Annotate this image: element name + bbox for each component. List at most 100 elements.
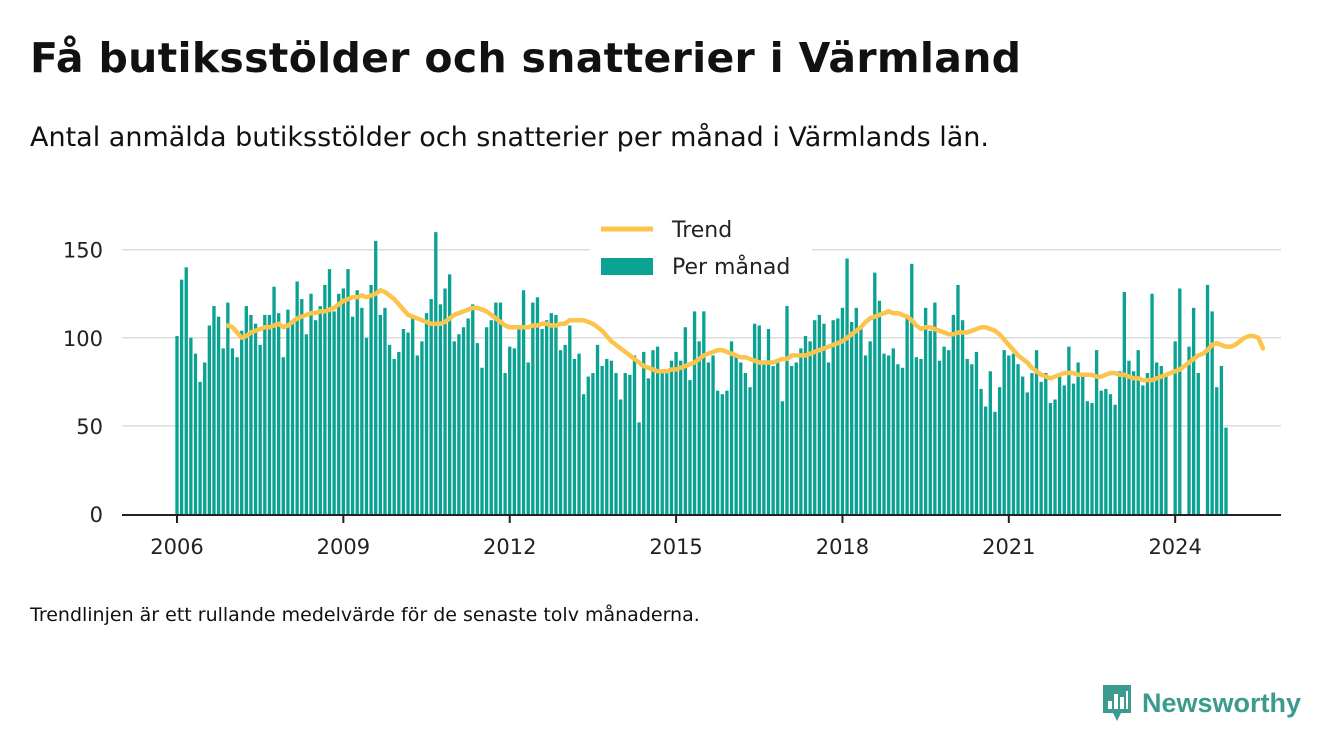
bar xyxy=(1081,373,1085,514)
bar xyxy=(572,358,577,514)
bar xyxy=(443,288,447,514)
bar xyxy=(826,362,831,514)
bar xyxy=(942,346,946,514)
bar xyxy=(974,351,979,514)
bar xyxy=(397,351,401,514)
bar xyxy=(776,362,780,514)
bar xyxy=(1136,350,1140,514)
bar xyxy=(669,360,674,514)
bar xyxy=(494,302,498,514)
bar xyxy=(605,358,609,514)
bar xyxy=(240,330,244,514)
bar xyxy=(545,320,549,514)
bar xyxy=(716,390,720,514)
bar xyxy=(891,348,895,514)
bar xyxy=(618,399,623,514)
bar xyxy=(1141,385,1145,514)
bar xyxy=(836,318,840,514)
bar xyxy=(581,394,586,514)
bar xyxy=(309,293,313,514)
bar xyxy=(429,299,433,514)
bar xyxy=(1122,292,1126,514)
x-tick-label: 2018 xyxy=(816,535,869,559)
bar xyxy=(1071,383,1076,514)
bar xyxy=(1191,307,1196,514)
bar xyxy=(803,336,808,514)
bar xyxy=(1021,376,1025,514)
bar xyxy=(873,272,877,514)
bar xyxy=(984,406,988,514)
bar xyxy=(341,288,346,514)
bar xyxy=(1025,392,1029,514)
bar xyxy=(1224,427,1228,514)
bar xyxy=(877,300,882,514)
bar xyxy=(979,388,983,514)
bar xyxy=(189,337,193,514)
bar xyxy=(923,307,928,514)
bar xyxy=(411,318,415,514)
bar xyxy=(933,302,937,514)
bar xyxy=(988,371,992,514)
bar xyxy=(725,390,729,514)
bar xyxy=(748,387,752,514)
bar xyxy=(729,341,734,514)
bar xyxy=(1030,373,1034,514)
bar xyxy=(290,321,295,514)
x-tick-label: 2009 xyxy=(317,535,370,559)
bar xyxy=(734,355,738,514)
brand-logo[interactable]: Newsworthy xyxy=(1100,683,1301,723)
legend-trend-label: Trend xyxy=(671,218,732,243)
bar xyxy=(438,304,443,514)
bar xyxy=(1062,385,1066,514)
bar xyxy=(304,334,309,514)
bar xyxy=(263,314,267,514)
bar xyxy=(521,290,526,514)
bar xyxy=(1099,390,1103,514)
bar xyxy=(900,367,905,514)
bar-series xyxy=(175,232,1228,514)
bar xyxy=(387,344,392,514)
bar xyxy=(1044,373,1048,514)
bar xyxy=(947,350,951,514)
bar xyxy=(350,316,355,514)
footnote: Trendlinjen är ett rullande medelvärde f… xyxy=(30,604,700,626)
bar xyxy=(512,348,517,514)
bar xyxy=(235,357,239,514)
bar xyxy=(762,362,766,514)
bar xyxy=(577,353,581,514)
bar xyxy=(743,373,748,514)
bar xyxy=(281,357,285,514)
bar xyxy=(651,350,655,514)
bar xyxy=(480,367,484,514)
chart-title: Få butiksstölder och snatterier i Värmla… xyxy=(30,34,1022,82)
bar xyxy=(253,323,258,514)
bar xyxy=(757,325,761,514)
bar xyxy=(447,274,452,514)
bar xyxy=(868,341,872,514)
bar xyxy=(318,306,322,514)
bar xyxy=(882,353,886,514)
bar xyxy=(845,258,849,514)
bar xyxy=(780,401,785,514)
bar xyxy=(452,341,456,514)
bar xyxy=(1155,362,1159,514)
bar xyxy=(378,314,382,514)
bar xyxy=(665,369,669,514)
bar xyxy=(679,360,683,514)
bar xyxy=(1150,293,1154,514)
bar xyxy=(1016,364,1020,514)
bar xyxy=(558,350,563,514)
bar xyxy=(646,378,651,514)
bar xyxy=(258,344,262,514)
bar xyxy=(369,284,373,514)
bar xyxy=(614,373,618,514)
bar xyxy=(1196,373,1200,514)
bar xyxy=(817,314,822,514)
bar xyxy=(193,353,198,514)
bar xyxy=(919,358,923,514)
bar xyxy=(840,307,845,514)
bar xyxy=(822,323,826,514)
bar xyxy=(674,351,678,514)
bar xyxy=(337,293,341,514)
